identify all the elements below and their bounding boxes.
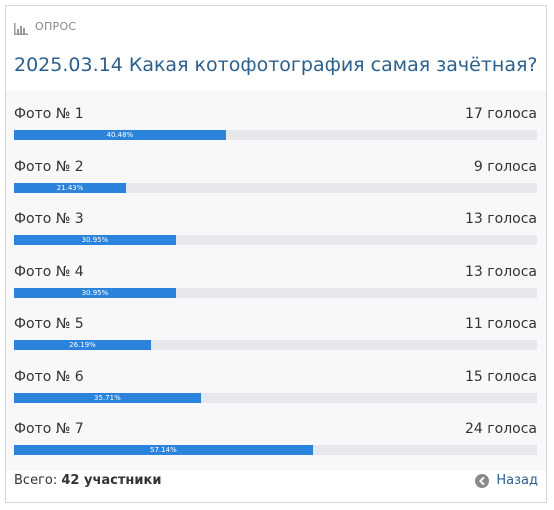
progress-fill: 30.95% — [14, 235, 176, 245]
percent-label: 57.14% — [150, 446, 177, 454]
option-votes: 13 голоса — [465, 263, 537, 280]
progress-track: 30.95% — [14, 287, 537, 298]
option-label: Фото № 6 — [14, 368, 84, 385]
option-votes: 15 голоса — [465, 368, 537, 385]
poll-option: Фото № 5 11 голоса 26.19% — [14, 307, 537, 350]
poll-footer: Всего: 42 участники Назад — [14, 473, 538, 491]
poll-option: Фото № 2 9 голоса 21.43% — [14, 150, 537, 193]
option-votes: 9 голоса — [473, 158, 537, 175]
progress-fill: 35.71% — [14, 392, 201, 403]
option-label: Фото № 3 — [14, 211, 84, 227]
progress-fill: 21.43% — [14, 182, 127, 193]
poll-options: Фото № 1 17 голоса 40.48% Фото № 2 9 голоса 2… — [6, 91, 546, 471]
arrow-left-circle-icon — [475, 473, 490, 488]
total-prefix: Всего: — [14, 473, 58, 488]
poll-option: Фото № 1 17 голоса 40.48% — [14, 97, 537, 140]
option-label: Фото № 1 — [14, 106, 84, 122]
progress-fill: 26.19% — [14, 340, 151, 350]
option-label: Фото № 7 — [14, 421, 84, 437]
poll-header: ОПРОС — [14, 18, 77, 35]
bar-chart-icon — [14, 20, 28, 35]
progress-track: 21.43% — [14, 182, 537, 193]
back-label: Назад — [496, 473, 538, 488]
poll-option: Фото № 3 13 голоса 30.95% — [14, 202, 537, 245]
percent-label: 26.19% — [69, 341, 96, 349]
percent-label: 30.95% — [81, 236, 109, 244]
percent-label: 40.48% — [106, 131, 134, 139]
progress-fill: 40.48% — [14, 130, 226, 140]
poll-title: 2025.03.14 Какая котофотография самая за… — [14, 54, 538, 76]
percent-label: 30.95% — [81, 288, 109, 297]
poll-label: ОПРОС — [35, 19, 77, 33]
progress-track: 40.48% — [14, 130, 537, 140]
progress-track: 30.95% — [14, 235, 537, 245]
total-value: 42 участники — [61, 473, 162, 488]
option-label: Фото № 5 — [14, 316, 84, 332]
progress-track: 26.19% — [14, 340, 537, 350]
poll-card: ОПРОС 2025.03.14 Какая котофотография са… — [5, 5, 547, 503]
option-votes: 24 голоса — [465, 421, 537, 437]
option-votes: 17 голоса — [465, 106, 537, 122]
option-votes: 13 голоса — [465, 211, 537, 227]
option-label: Фото № 4 — [14, 263, 84, 280]
total-voters: Всего: 42 участники — [14, 473, 161, 488]
poll-option: Фото № 4 13 голоса 30.95% — [14, 255, 537, 298]
progress-fill: 30.95% — [14, 287, 176, 298]
option-votes: 11 голоса — [465, 316, 537, 332]
progress-fill: 57.14% — [14, 445, 313, 455]
poll-option: Фото № 6 15 голоса 35.71% — [14, 360, 537, 403]
percent-label: 35.71% — [94, 393, 121, 402]
poll-option: Фото № 7 24 голоса 57.14% — [14, 412, 537, 455]
back-link[interactable]: Назад — [475, 473, 538, 488]
progress-track: 57.14% — [14, 445, 537, 455]
percent-label: 21.43% — [56, 183, 84, 192]
option-label: Фото № 2 — [14, 158, 84, 175]
progress-track: 35.71% — [14, 392, 537, 403]
